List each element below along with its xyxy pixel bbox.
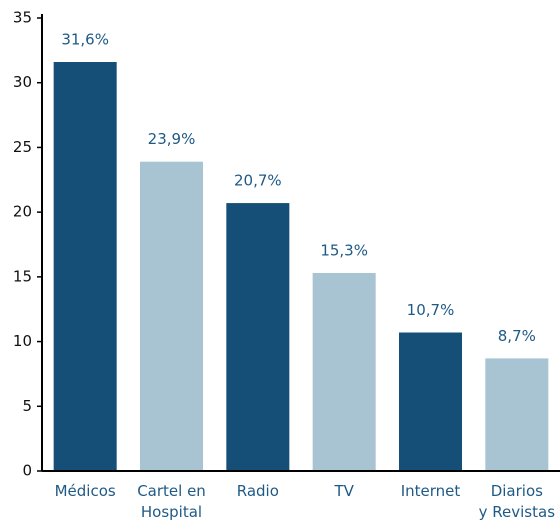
x-tick-label: Internet <box>401 482 461 500</box>
y-tick-label: 15 <box>13 267 32 285</box>
bar <box>139 161 204 471</box>
value-label: 8,7% <box>498 327 536 345</box>
bar <box>398 332 463 471</box>
x-tick-label: TV <box>333 482 354 500</box>
x-tick-label: Médicos <box>55 482 116 500</box>
y-tick-label: 25 <box>13 138 32 156</box>
y-tick-label: 30 <box>13 73 32 91</box>
bar <box>485 358 549 471</box>
value-label: 15,3% <box>320 241 368 259</box>
x-tick-label: Diarios y Revistas <box>479 482 556 521</box>
bar <box>53 62 117 472</box>
bar <box>312 272 376 471</box>
x-tick-label: Radio <box>237 482 279 500</box>
y-tick-label: 35 <box>13 9 32 27</box>
x-tick-label: Cartel en Hospital <box>137 482 206 521</box>
value-label: 20,7% <box>234 172 282 190</box>
value-label: 23,9% <box>148 130 196 148</box>
value-label: 31,6% <box>61 31 109 49</box>
y-tick-label: 20 <box>13 203 32 221</box>
y-tick-label: 0 <box>22 462 32 480</box>
value-label: 10,7% <box>407 301 455 319</box>
y-tick-label: 10 <box>13 332 32 350</box>
bar <box>226 203 290 471</box>
y-tick-label: 5 <box>22 397 32 415</box>
